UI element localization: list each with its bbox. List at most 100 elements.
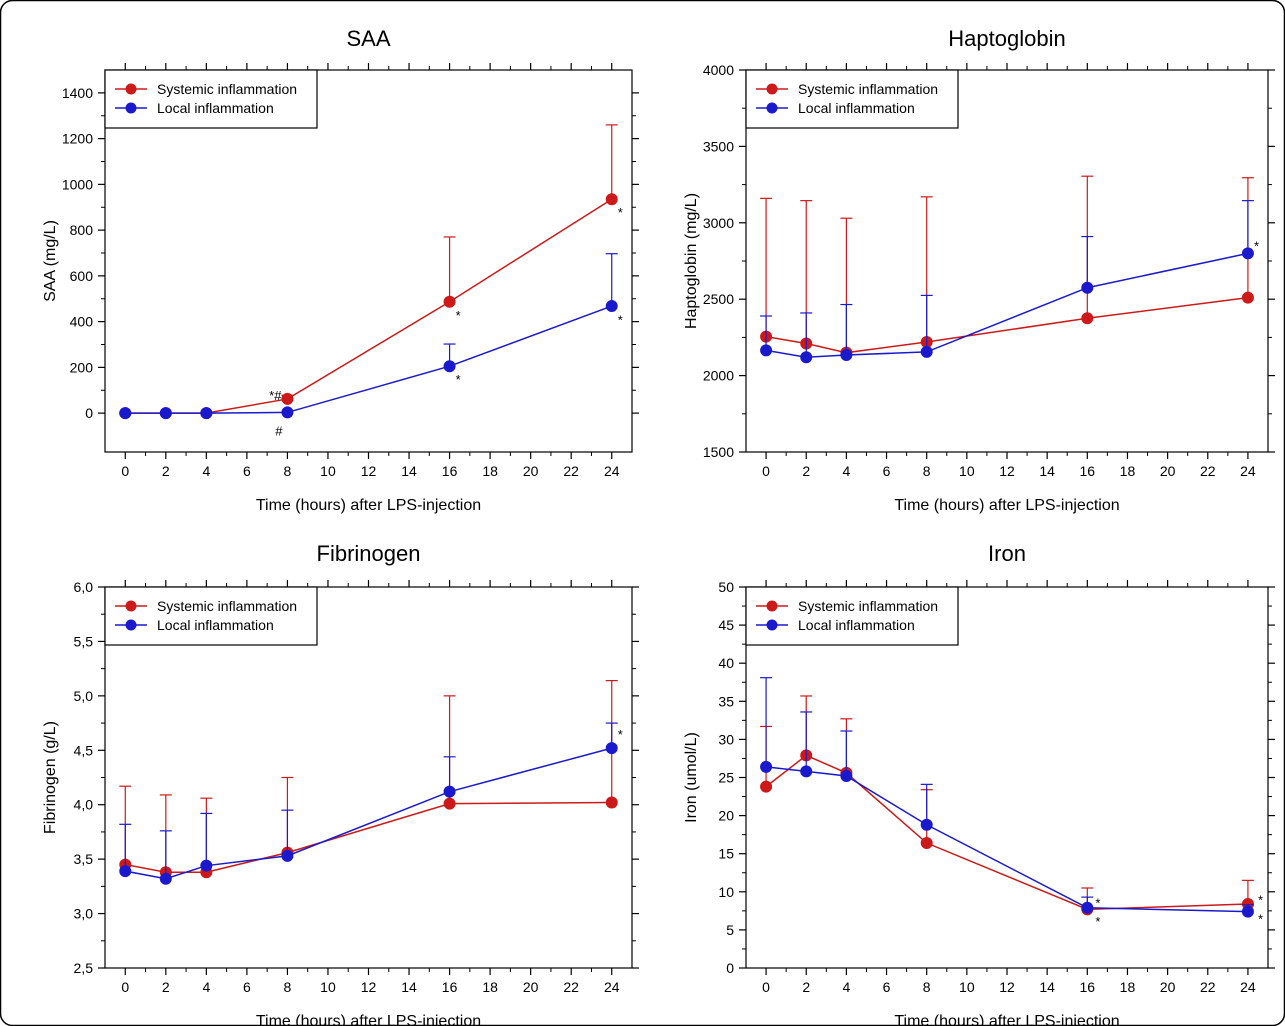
legend-box	[104, 586, 318, 646]
x-tick-label: 14	[1039, 979, 1055, 995]
data-point	[1081, 281, 1094, 294]
legend: Systemic inflammation Local inflammation	[104, 69, 318, 129]
x-tick-label: 2	[802, 979, 810, 995]
x-tick-label: 4	[842, 979, 850, 995]
y-tick-label: 40	[718, 655, 734, 671]
y-tick-label: 25	[718, 770, 734, 786]
data-point	[1081, 312, 1094, 325]
significance-marker: *	[1258, 892, 1263, 907]
data-point	[605, 796, 618, 809]
data-point	[840, 769, 853, 782]
y-axis-label: Iron (umol/L)	[683, 732, 700, 823]
y-tick-label: 4,5	[74, 742, 94, 758]
y-tick-label: 4,0	[74, 797, 94, 813]
y-axis-label: Haptoglobin (mg/L)	[683, 193, 700, 329]
data-point	[840, 348, 853, 361]
legend-box	[745, 586, 959, 646]
y-tick-label: 2,5	[74, 960, 94, 976]
legend-box	[745, 69, 959, 129]
y-tick-label: 400	[70, 314, 94, 330]
legend-marker	[125, 600, 137, 612]
series-line	[125, 801, 612, 873]
y-tick-label: 5	[726, 922, 734, 938]
legend-marker	[125, 619, 137, 631]
data-point	[920, 837, 933, 850]
y-tick-label: 3,0	[74, 906, 94, 922]
x-tick-label: 20	[1160, 979, 1176, 995]
x-tick-label: 18	[482, 463, 498, 479]
x-tick-label: 6	[883, 979, 891, 995]
series-line	[765, 296, 1249, 354]
significance-marker: *	[1095, 895, 1100, 910]
x-tick-label: 0	[762, 979, 770, 995]
significance-marker: *#	[269, 388, 282, 403]
legend-label: Systemic inflammation	[157, 598, 297, 614]
legend-marker	[766, 102, 778, 114]
significance-marker: *	[1254, 239, 1259, 254]
legend-label: Local inflammation	[157, 100, 274, 116]
x-tick-label: 22	[1200, 463, 1216, 479]
series-line	[125, 198, 613, 414]
y-tick-label: 30	[718, 731, 734, 747]
x-tick-label: 18	[1120, 463, 1136, 479]
y-tick-label: 3500	[703, 138, 734, 154]
x-axis-label: Time (hours) after LPS-injection	[894, 497, 1119, 514]
significance-marker: *	[618, 205, 623, 220]
data-point	[920, 345, 933, 358]
significance-marker: *	[618, 312, 623, 327]
data-point	[200, 859, 213, 872]
series-line	[125, 747, 612, 880]
data-point	[760, 760, 773, 773]
data-point	[119, 865, 132, 878]
data-point	[605, 193, 618, 206]
x-tick-label: 8	[923, 463, 931, 479]
x-tick-label: 22	[563, 463, 579, 479]
x-tick-label: 24	[1240, 979, 1256, 995]
x-tick-label: 14	[401, 463, 417, 479]
x-tick-label: 8	[923, 979, 931, 995]
x-tick-label: 12	[999, 463, 1015, 479]
y-tick-label: 20	[718, 808, 734, 824]
x-tick-label: 10	[959, 463, 975, 479]
legend: Systemic inflammation Local inflammation	[745, 586, 959, 646]
chart-title: SAA	[346, 26, 390, 51]
significance-marker: *	[1258, 911, 1263, 926]
data-point	[443, 295, 456, 308]
data-point	[200, 407, 213, 420]
legend: Systemic inflammation Local inflammation	[745, 69, 959, 129]
legend-marker	[766, 83, 778, 95]
legend-label: Local inflammation	[798, 100, 915, 116]
significance-marker: *	[1095, 914, 1100, 929]
legend-label: Local inflammation	[798, 617, 915, 633]
y-tick-label: 45	[718, 617, 734, 633]
y-tick-label: 3000	[703, 215, 734, 231]
x-tick-label: 4	[202, 979, 210, 995]
x-tick-label: 16	[442, 463, 458, 479]
data-point	[443, 785, 456, 798]
y-tick-label: 800	[70, 222, 94, 238]
y-tick-label: 1200	[62, 131, 93, 147]
significance-marker: *	[456, 372, 461, 387]
y-tick-label: 35	[718, 693, 734, 709]
data-point	[1241, 905, 1254, 918]
significance-marker: #	[275, 423, 283, 438]
series-local	[119, 722, 618, 885]
series-local	[119, 253, 618, 420]
data-point	[920, 818, 933, 831]
data-point	[1241, 247, 1254, 260]
y-tick-label: 0	[85, 405, 93, 421]
x-tick-label: 20	[523, 463, 539, 479]
data-point	[1241, 291, 1254, 304]
x-tick-label: 20	[523, 979, 539, 995]
legend-label: Systemic inflammation	[157, 81, 297, 97]
legend: Systemic inflammation Local inflammation	[104, 586, 318, 646]
significance-marker: *	[456, 308, 461, 323]
y-tick-label: 2000	[703, 368, 734, 384]
x-axis-label: Time (hours) after LPS-injection	[894, 1013, 1119, 1026]
series-systemic	[119, 124, 618, 420]
